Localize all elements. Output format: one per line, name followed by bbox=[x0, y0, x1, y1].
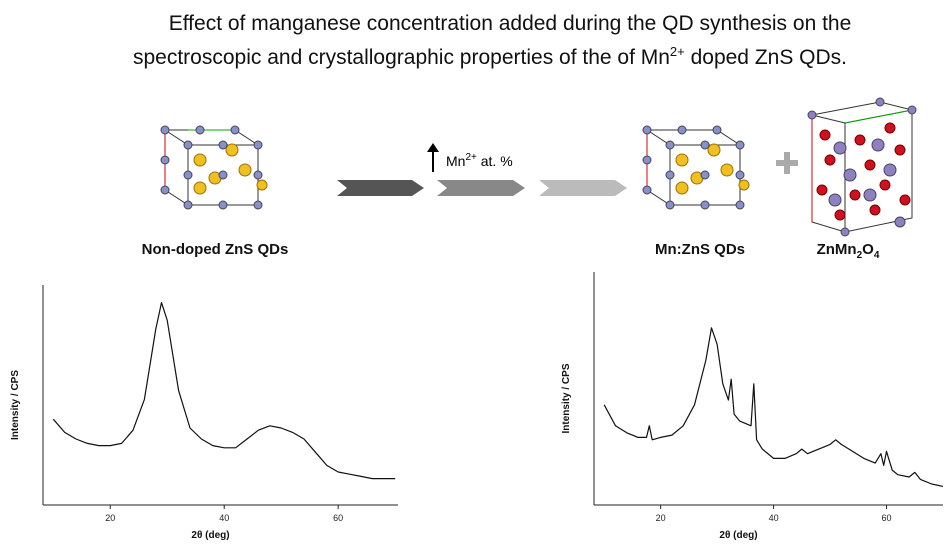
process-arrows bbox=[337, 143, 627, 196]
arrow-sup: 2+ bbox=[465, 152, 477, 163]
title-sup: 2+ bbox=[670, 44, 685, 59]
title-line-1: Effect of manganese concentration added … bbox=[169, 12, 852, 35]
xrd-curve bbox=[603, 327, 944, 487]
y-axis-label: Intensity / CPS bbox=[561, 363, 572, 433]
product-label: ZnMn2O4 bbox=[817, 241, 880, 261]
arrow-text: Mn bbox=[446, 153, 465, 169]
xrd-curve bbox=[52, 302, 396, 480]
product-o: O bbox=[862, 241, 874, 258]
x-tick-label: 20 bbox=[656, 513, 666, 523]
left-label: Non-doped ZnS QDs bbox=[142, 241, 289, 258]
y-axis-label: Intensity / CPS bbox=[10, 370, 21, 440]
product-sub2: 4 bbox=[874, 250, 880, 261]
arrow-end: at. % bbox=[477, 153, 513, 169]
arrow-label: Mn2+ at. % bbox=[446, 152, 513, 169]
product-sub1: 2 bbox=[857, 250, 863, 261]
mnzns-crystal bbox=[642, 125, 750, 210]
x-tick-label: 40 bbox=[219, 513, 229, 523]
x-axis-label: 2θ (deg) bbox=[719, 530, 757, 541]
x-tick-label: 60 bbox=[882, 513, 892, 523]
znmn2o4-crystal bbox=[807, 97, 917, 237]
x-tick-label: 20 bbox=[105, 513, 115, 523]
x-tick-label: 60 bbox=[333, 513, 343, 523]
zns-crystal bbox=[160, 125, 268, 210]
x-axis-label: 2θ (deg) bbox=[191, 530, 229, 541]
x-tick-label: 40 bbox=[769, 513, 779, 523]
title-text: spectroscopic and crystallographic prope… bbox=[133, 46, 670, 69]
title-line-2: spectroscopic and crystallographic prope… bbox=[133, 44, 847, 69]
title-end: doped ZnS QDs. bbox=[685, 46, 847, 69]
product-base: ZnMn bbox=[817, 241, 857, 258]
right-label: Mn:ZnS QDs bbox=[655, 241, 745, 258]
plus-sign bbox=[776, 152, 798, 174]
